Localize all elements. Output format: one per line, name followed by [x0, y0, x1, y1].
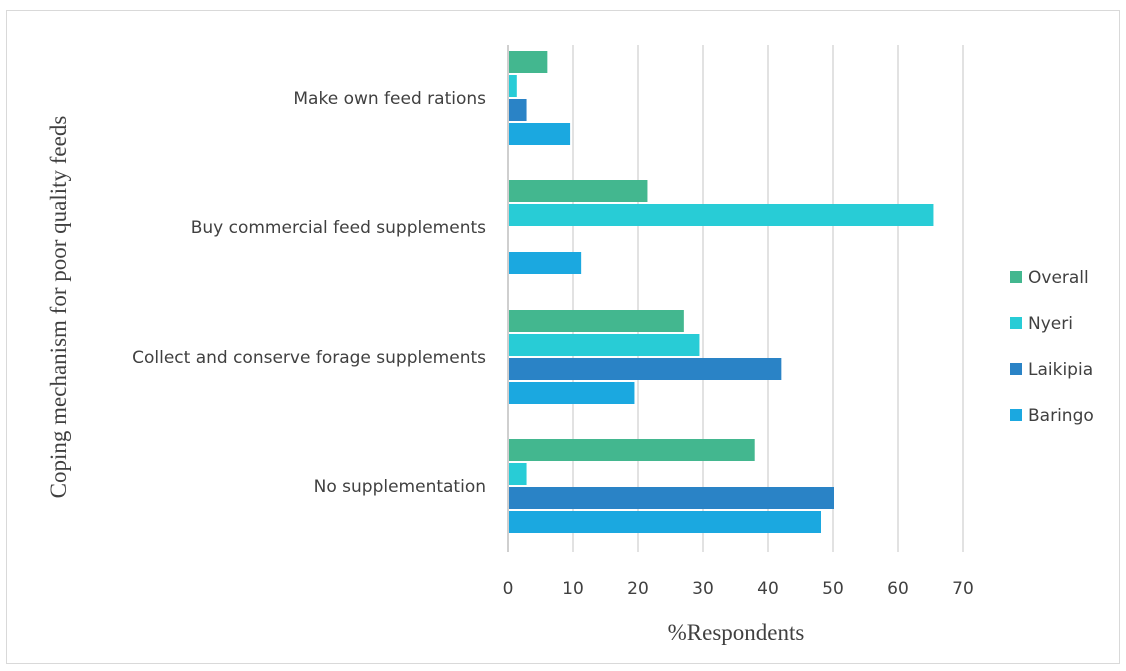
- legend-swatch-baringo: [1010, 409, 1022, 421]
- bar-nyeri-3: [509, 463, 527, 485]
- x-tick-label: 20: [627, 579, 649, 599]
- legend-label-laikipia: Laikipia: [1028, 360, 1093, 380]
- bar-overall-3: [509, 439, 755, 461]
- legend-swatch-nyeri: [1010, 317, 1022, 329]
- bar-overall-1: [509, 180, 648, 202]
- bar-baringo-0: [509, 123, 571, 145]
- x-tick-labels: 0 10 20 30 40 50 60 70: [503, 579, 974, 599]
- legend-label-baringo: Baringo: [1028, 406, 1094, 426]
- bar-laikipia-2: [509, 358, 782, 380]
- bar-nyeri-1: [509, 204, 934, 226]
- category-label: No supplementation: [314, 477, 486, 497]
- legend-label-overall: Overall: [1028, 268, 1089, 288]
- x-tick-label: 30: [692, 579, 714, 599]
- x-tick-label: 40: [757, 579, 779, 599]
- category-label: Make own feed rations: [293, 89, 486, 109]
- y-axis-title: Coping mechanism for poor quality feeds: [46, 116, 71, 499]
- gridlines: [507, 45, 964, 552]
- x-axis-title: %Respondents: [668, 620, 805, 645]
- legend: Overall Nyeri Laikipia Baringo: [1010, 268, 1094, 426]
- bars: [509, 51, 934, 533]
- bar-baringo-1: [509, 252, 582, 274]
- bar-overall-2: [509, 310, 684, 332]
- bar-overall-0: [509, 51, 548, 73]
- bar-baringo-3: [509, 511, 821, 533]
- x-tick-label: 10: [562, 579, 584, 599]
- x-tick-label: 70: [952, 579, 974, 599]
- category-label: Collect and conserve forage supplements: [132, 348, 486, 368]
- legend-swatch-laikipia: [1010, 363, 1022, 375]
- x-tick-label: 60: [887, 579, 909, 599]
- category-label: Buy commercial feed supplements: [191, 218, 486, 238]
- category-labels: Make own feed rations Buy commercial feed…: [132, 89, 486, 497]
- bar-laikipia-0: [509, 99, 527, 121]
- x-tick-label: 0: [503, 579, 514, 599]
- bar-baringo-2: [509, 382, 635, 404]
- legend-label-nyeri: Nyeri: [1028, 314, 1073, 334]
- x-tick-label: 50: [822, 579, 844, 599]
- bar-nyeri-2: [509, 334, 700, 356]
- legend-swatch-overall: [1010, 271, 1022, 283]
- bar-nyeri-0: [509, 75, 517, 97]
- bar-laikipia-3: [509, 487, 834, 509]
